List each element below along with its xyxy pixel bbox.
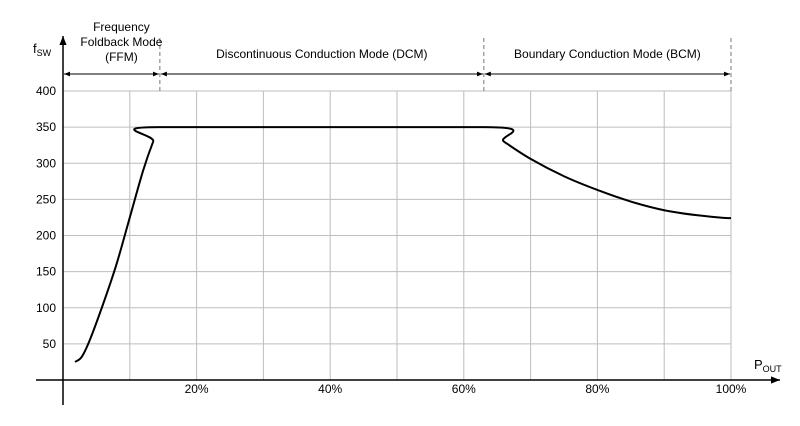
series-group [74, 126, 732, 363]
y-axis-label: fSW [33, 41, 52, 58]
x-tick-label: 80% [585, 382, 609, 396]
mode-label: Foldback Mode [80, 35, 162, 49]
y-tick-label: 250 [36, 192, 56, 206]
y-tick-label: 50 [43, 337, 57, 351]
y-tick-label: 300 [36, 156, 56, 170]
y-tick-label: 400 [36, 84, 56, 98]
axis-labels: fSW POUT [33, 41, 782, 374]
x-axis-label: POUT [754, 357, 782, 374]
grid [63, 90, 732, 380]
mode-label: Discontinuous Conduction Mode (DCM) [216, 47, 427, 61]
mode-label: (FFM) [105, 50, 138, 64]
x-tick-label: 40% [318, 382, 342, 396]
y-tick-label: 200 [36, 229, 56, 243]
y-tick-label: 150 [36, 265, 56, 279]
x-tick-label: 100% [716, 382, 747, 396]
axes [36, 36, 780, 405]
x-tick-label: 60% [452, 382, 476, 396]
y-tick-label: 100 [36, 301, 56, 315]
mode-label: Frequency [93, 20, 150, 34]
series-line [74, 126, 732, 363]
tick-labels: 50 100 150 200 250 300 350 400 20% 40% 60% 80% 100% [36, 84, 747, 396]
y-tick-label: 350 [36, 120, 56, 134]
x-tick-label: 20% [185, 382, 209, 396]
mode-label: Boundary Conduction Mode (BCM) [514, 47, 701, 61]
